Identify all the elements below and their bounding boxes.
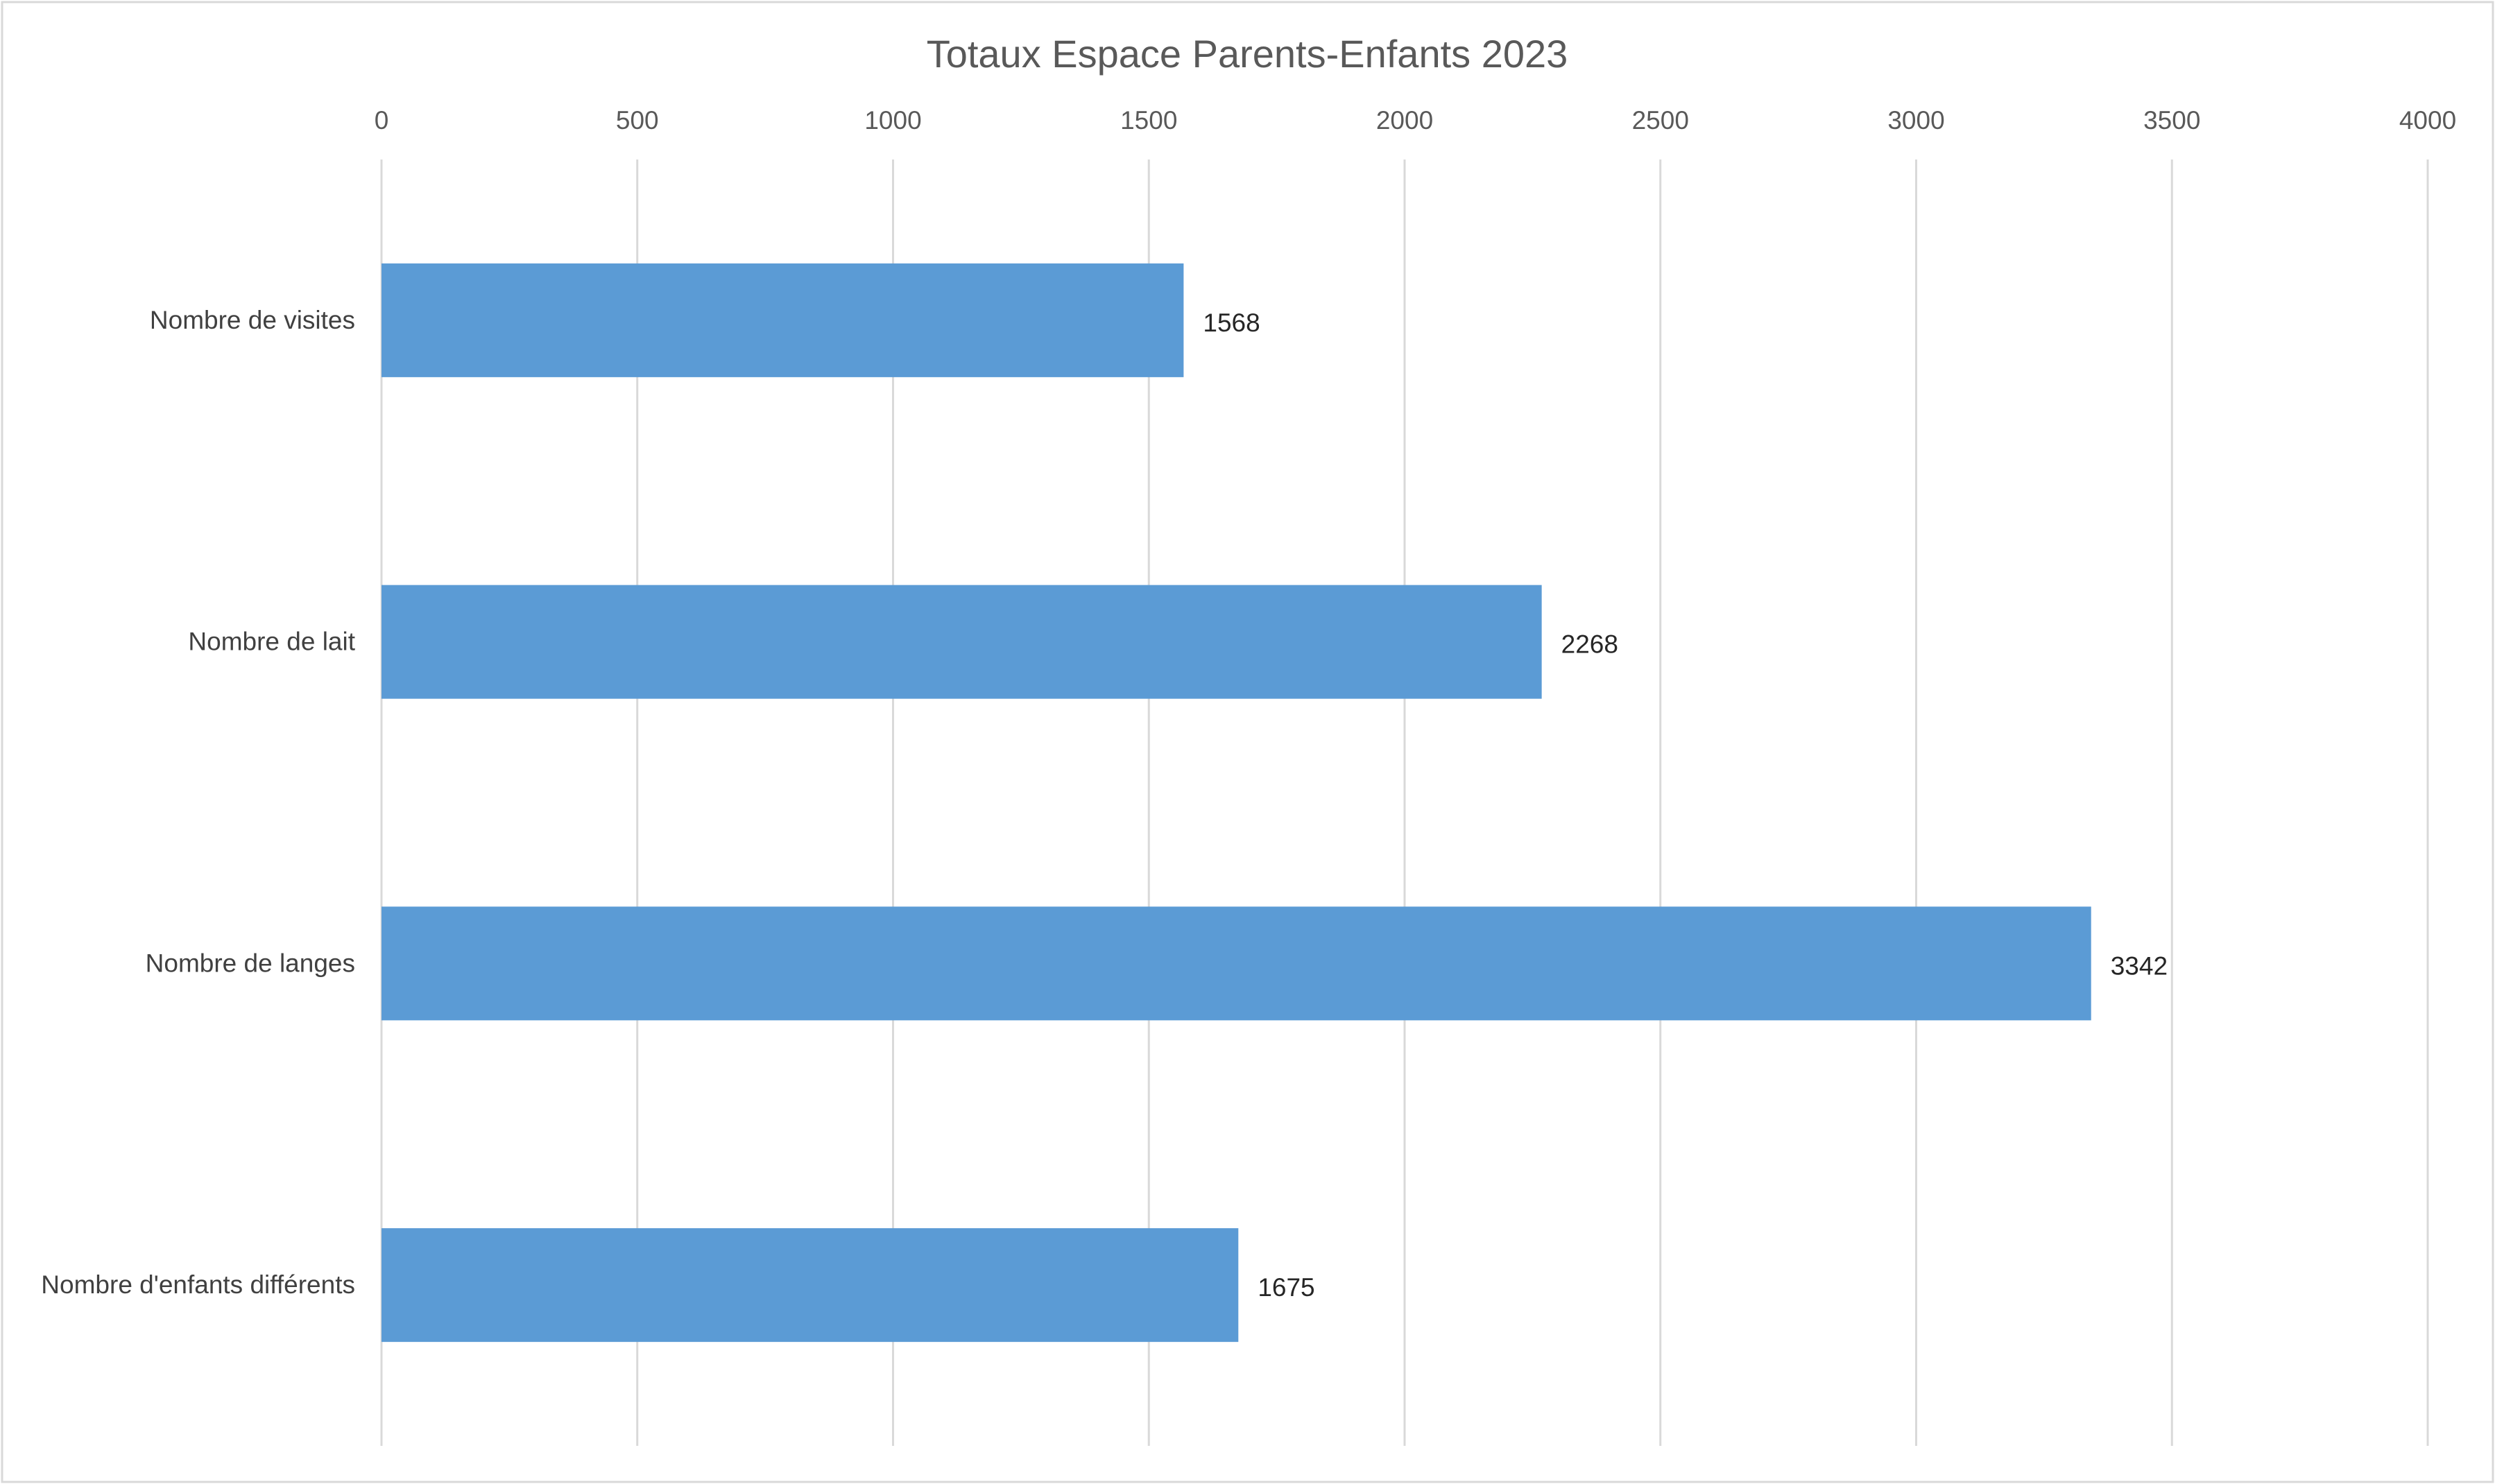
value-axis-ticks: 0 500 1000 1500 2000 2500 3000 3500 4000 <box>375 106 2456 135</box>
bars <box>381 263 2091 1343</box>
data-label: 3342 <box>2111 951 2168 980</box>
data-label: 1568 <box>1203 309 1260 337</box>
tick-label: 2000 <box>1376 106 1433 135</box>
bar <box>381 1228 1239 1343</box>
category-label: Nombre de langes <box>146 949 355 977</box>
tick-label: 1000 <box>864 106 921 135</box>
tick-label: 4000 <box>2399 106 2456 135</box>
tick-label: 1500 <box>1120 106 1177 135</box>
bar <box>381 263 1184 377</box>
tick-label: 2500 <box>1632 106 1689 135</box>
tick-label: 3500 <box>2143 106 2200 135</box>
category-label: Nombre de lait <box>188 628 355 656</box>
data-label: 1675 <box>1258 1273 1314 1302</box>
bar <box>381 906 2091 1021</box>
bar <box>381 585 1542 699</box>
data-labels: 1568 2268 3342 1675 <box>1203 309 2168 1302</box>
chart-title: Totaux Espace Parents-Enfants 2023 <box>927 32 1568 76</box>
tick-label: 3000 <box>1887 106 1944 135</box>
data-label: 2268 <box>1561 630 1618 659</box>
tick-label: 0 <box>375 106 389 135</box>
category-label: Nombre d'enfants différents <box>41 1270 355 1299</box>
tick-label: 500 <box>616 106 659 135</box>
category-axis: Nombre de visites Nombre de lait Nombre de… <box>41 306 355 1299</box>
category-label: Nombre de visites <box>150 306 355 334</box>
